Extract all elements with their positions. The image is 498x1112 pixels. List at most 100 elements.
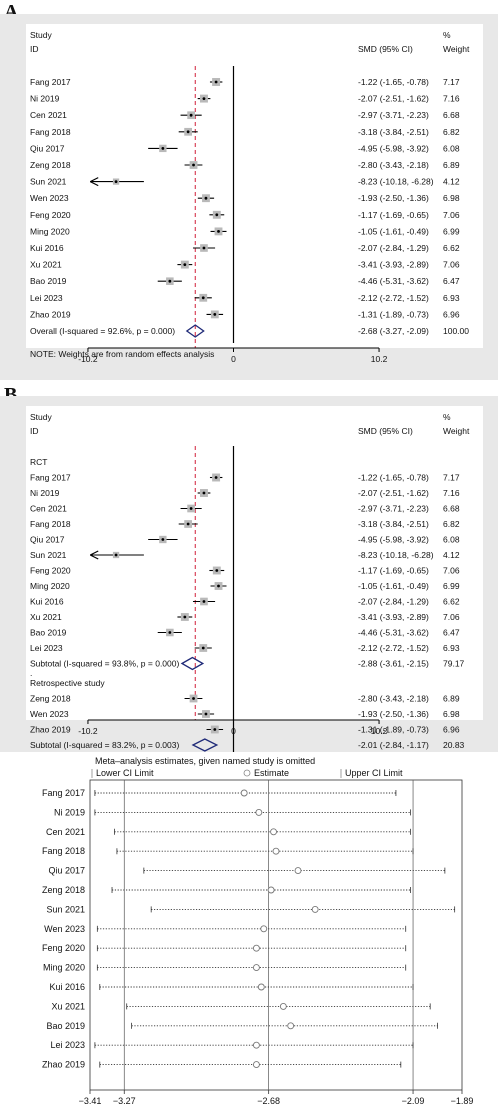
header-percent: % [443,30,451,40]
study-label: Fang 2017 [30,473,71,483]
omitted-study-label: Wen 2023 [44,924,85,934]
study-label: Xu 2021 [30,260,62,270]
effect-ci-text: -4.95 (-5.98, -3.92) [358,143,429,153]
weight-value: 6.99 [443,581,460,591]
point-estimate [214,80,218,84]
effect-ci-text: -2.88 (-3.61, -2.15) [358,659,429,669]
legend-estimate-marker [243,769,251,777]
weight-value: 6.89 [443,160,460,170]
x-tick-label: −2.09 [402,1096,425,1106]
point-estimate [186,130,190,134]
point-estimate [183,615,187,619]
study-label: Qiu 2017 [30,143,65,153]
spacer-dot: . [30,668,32,678]
point-estimate [214,476,218,479]
effect-ci-text: -3.41 (-3.93, -2.89) [358,260,429,270]
point-estimate [189,113,193,117]
weight-value: 100.00 [443,326,469,336]
omitted-study-label: Sun 2021 [46,904,85,914]
subtotal-diamond [180,656,205,671]
study-label: Zeng 2018 [30,160,71,170]
point-estimate [114,180,118,184]
weight-value: 7.17 [443,473,460,483]
omitted-study-label: Fang 2018 [42,846,85,856]
effect-ci-text: -8.23 (-10.18, -6.28) [358,177,434,187]
study-label: Sun 2021 [30,177,67,187]
x-tick-label: −3.27 [113,1096,136,1106]
header-id: ID [30,44,39,54]
effect-ci-text: -1.17 (-1.69, -0.65) [358,566,429,576]
study-label: Ni 2019 [30,488,60,498]
legend-upper: Upper CI Limit [345,768,403,778]
point-estimate [192,163,195,167]
study-label: Xu 2021 [30,612,62,622]
effect-ci-text: -1.22 (-1.65, -0.78) [358,473,429,483]
sensitivity-title: Meta–analysis estimates, given named stu… [95,756,315,766]
weight-value: 6.99 [443,226,460,236]
plot-area [26,406,483,720]
effect-ci-text: -2.12 (-2.72, -1.52) [358,643,429,653]
omitted-study-label: Lei 2023 [50,1040,85,1050]
estimate-marker [257,983,265,991]
effect-ci-text: -3.18 (-3.84, -2.51) [358,519,429,529]
subtotal-label: Subtotal (I-squared = 93.8%, p = 0.000) [30,659,179,669]
point-estimate [217,584,220,588]
omitted-study-label: Feng 2020 [42,943,85,953]
point-estimate [201,296,205,300]
study-label: Ming 2020 [30,226,70,236]
effect-ci-text: -2.01 (-2.84, -1.17) [358,740,429,750]
weight-value: 6.68 [443,504,460,514]
study-label: Cen 2021 [30,110,67,120]
point-estimate [215,569,219,572]
effect-ci-text: -3.18 (-3.84, -2.51) [358,127,429,137]
effect-ci-text: -4.46 (-5.31, -3.62) [358,628,429,638]
estimate-marker [252,1041,260,1049]
weight-value: 6.62 [443,243,460,253]
x-tick-label: −2.68 [257,1096,280,1106]
estimate-marker [270,828,278,836]
estimate-marker [240,789,248,797]
effect-ci-text: -1.22 (-1.65, -0.78) [358,77,429,87]
study-label: Wen 2023 [30,193,69,203]
overall-diamond [185,324,205,338]
weight-value: 6.93 [443,293,460,303]
weight-value: 79.17 [443,659,465,669]
x-tick-label: 0 [231,726,236,736]
header-percent: % [443,412,451,422]
point-estimate [161,147,165,150]
plot-area [26,24,483,348]
effect-ci-text: -1.17 (-1.69, -0.65) [358,210,429,220]
estimate-marker [294,867,302,875]
weight-value: 7.17 [443,77,460,87]
ci-arrow [89,550,99,560]
x-tick-label: -10.2 [78,726,98,736]
spacer-dot: . [30,750,32,753]
estimate-marker [252,944,260,952]
weight-value: 7.06 [443,210,460,220]
study-label: Feng 2020 [30,210,71,220]
omitted-study-label: Ni 2019 [54,807,85,817]
weight-value: 4.12 [443,177,460,187]
header-id: ID [30,426,39,436]
omitted-study-label: Cen 2021 [46,827,85,837]
point-estimate [213,313,217,316]
point-estimate [183,263,187,266]
point-estimate [213,728,217,731]
omitted-study-label: Bao 2019 [46,1021,85,1031]
weight-value: 7.06 [443,612,460,622]
weight-value: 6.89 [443,694,460,704]
omitted-study-label: Zhao 2019 [42,1060,85,1070]
weight-value: 6.82 [443,519,460,529]
study-label: Ming 2020 [30,581,70,591]
study-label: Sun 2021 [30,550,67,560]
estimate-marker [279,1002,287,1010]
point-estimate [202,600,206,603]
effect-ci-text: -1.93 (-2.50, -1.36) [358,709,429,719]
weight-value: 6.82 [443,127,460,137]
study-label: Feng 2020 [30,566,71,576]
omitted-study-label: Xu 2021 [51,1001,85,1011]
effect-ci-text: -2.12 (-2.72, -1.52) [358,293,429,303]
weight-value: 6.68 [443,110,460,120]
weight-value: 6.96 [443,309,460,319]
panel-background [0,755,498,1112]
